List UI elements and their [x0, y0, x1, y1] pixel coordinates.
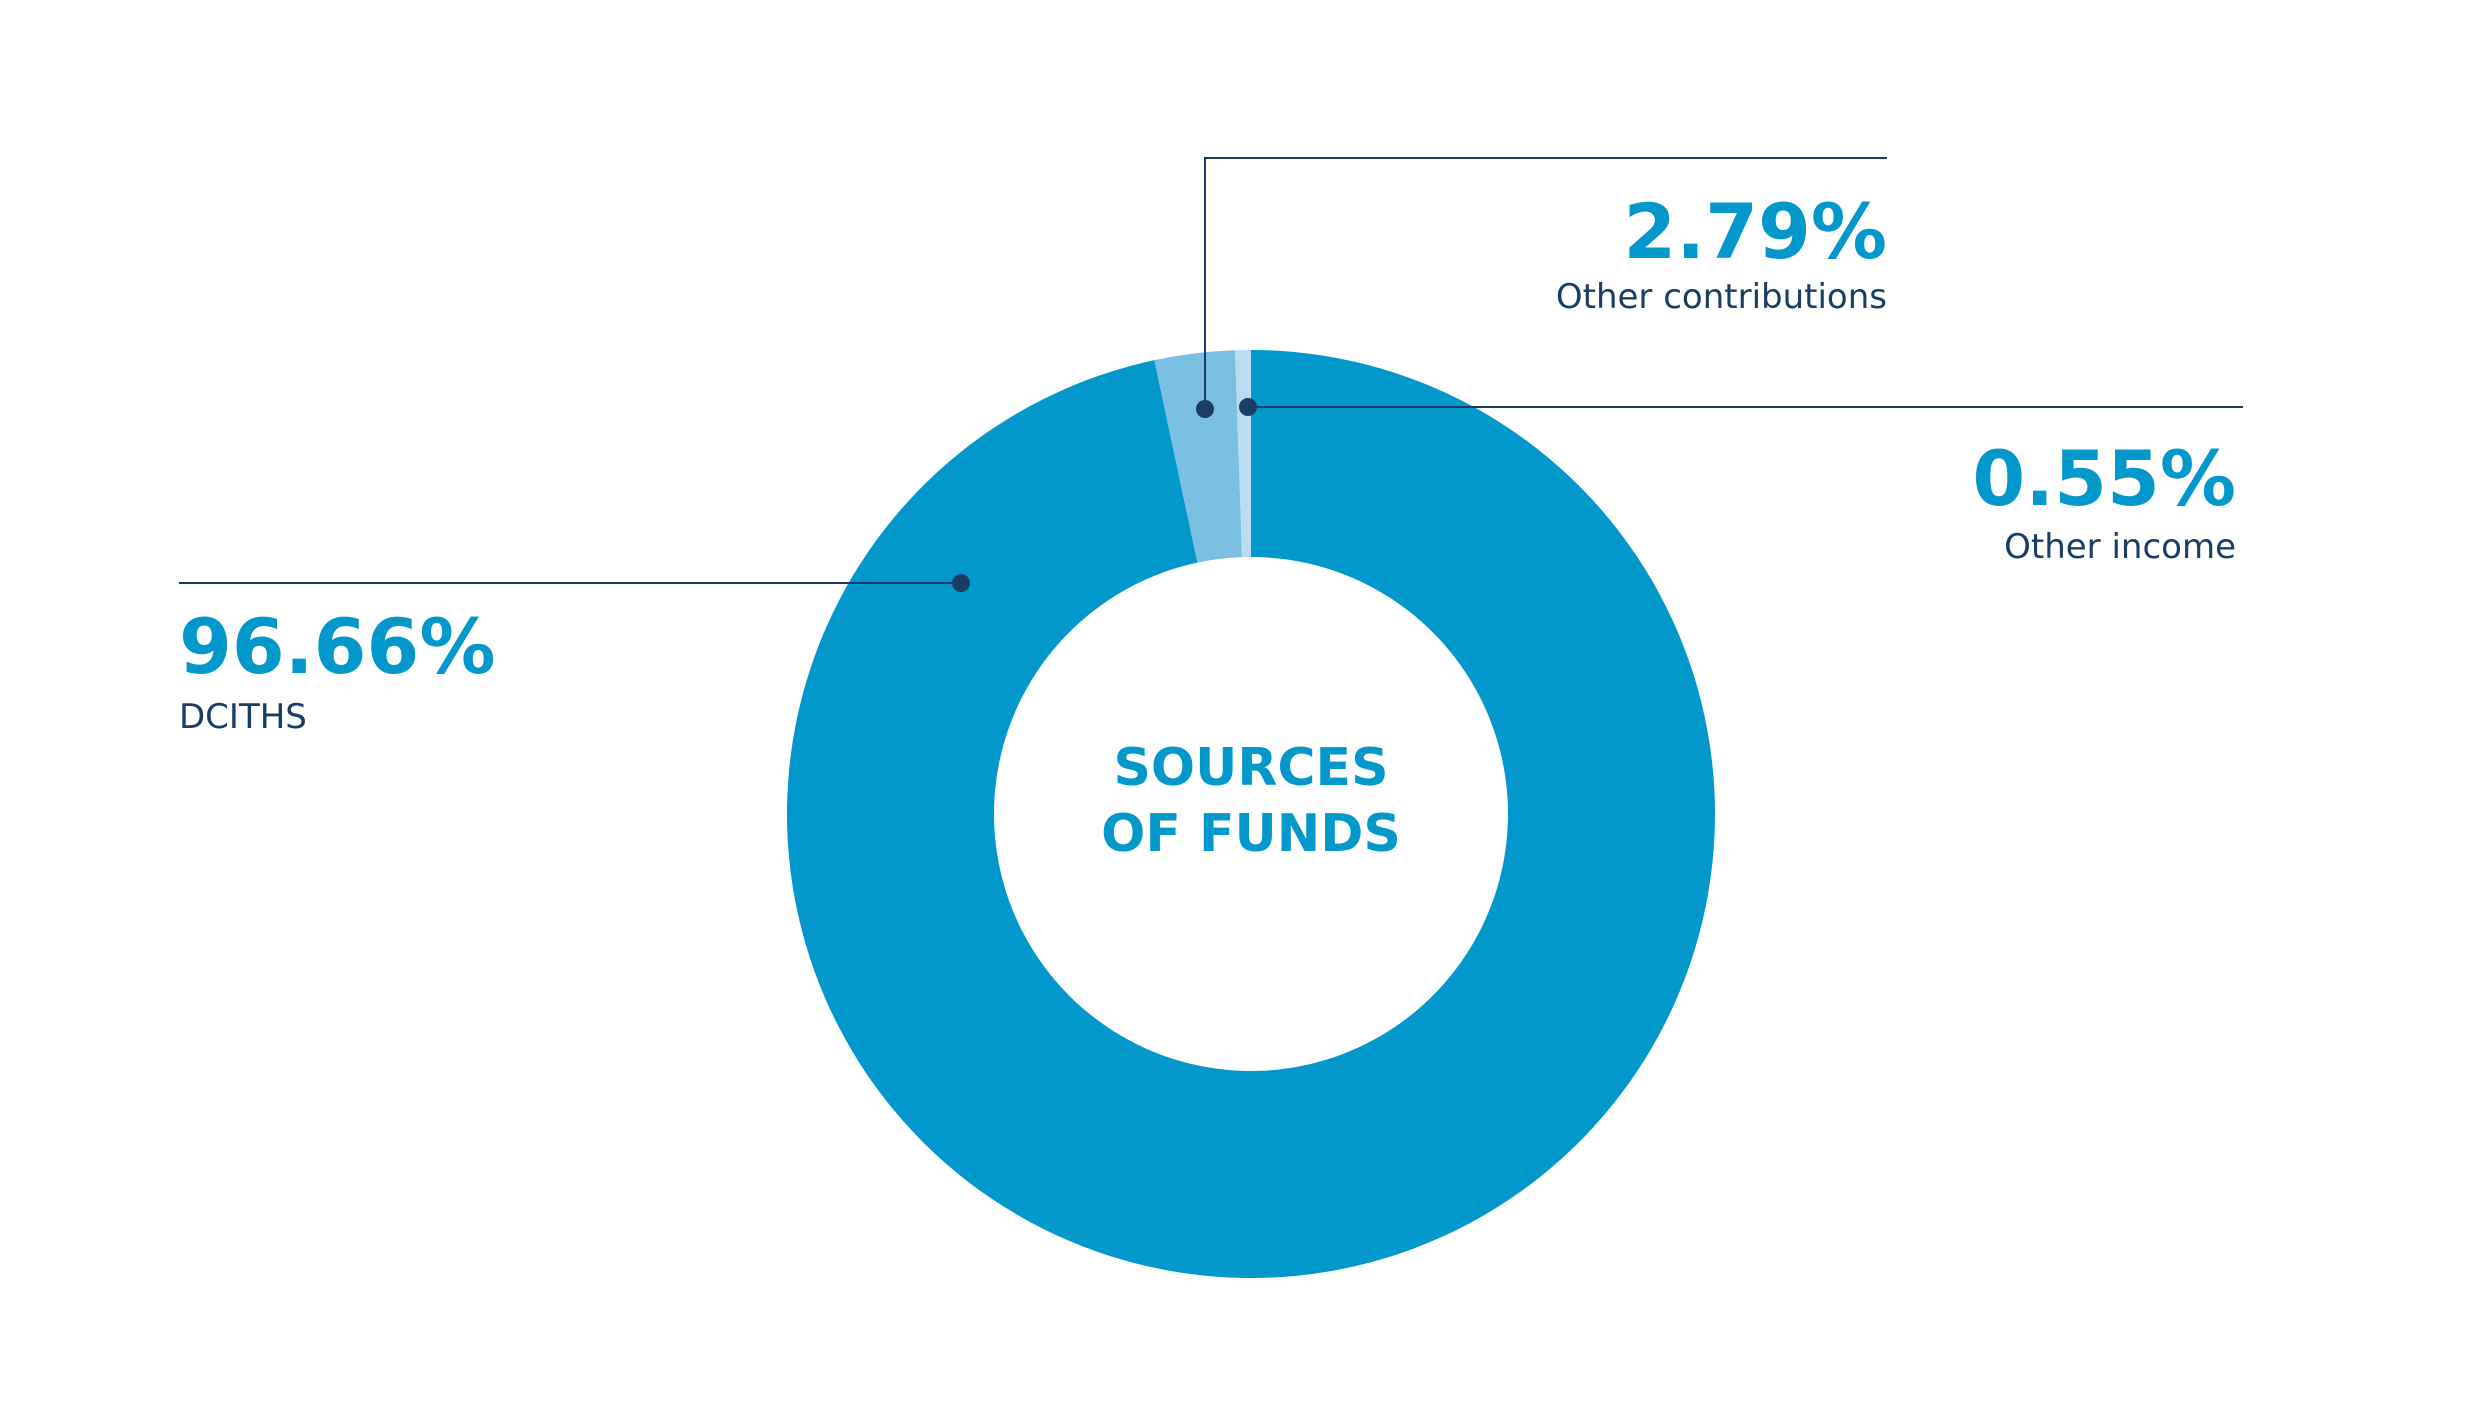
- category-label: Other income: [2004, 527, 2236, 567]
- value-label: 96.66%: [179, 602, 496, 691]
- donut-slice: [1154, 350, 1243, 563]
- value-label: 0.55%: [1972, 434, 2236, 523]
- value-label: 2.79%: [1623, 187, 1887, 276]
- callout-dot: [1239, 398, 1257, 416]
- callout-dot: [952, 574, 970, 592]
- donut-slice: [786, 350, 1715, 1279]
- category-label: DCITHS: [179, 697, 307, 737]
- chart-title: SOURCES OF FUNDS: [1101, 738, 1401, 864]
- callout-dot: [1196, 400, 1214, 418]
- callout-line: [1204, 157, 1887, 409]
- category-label: Other contributions: [1556, 277, 1887, 317]
